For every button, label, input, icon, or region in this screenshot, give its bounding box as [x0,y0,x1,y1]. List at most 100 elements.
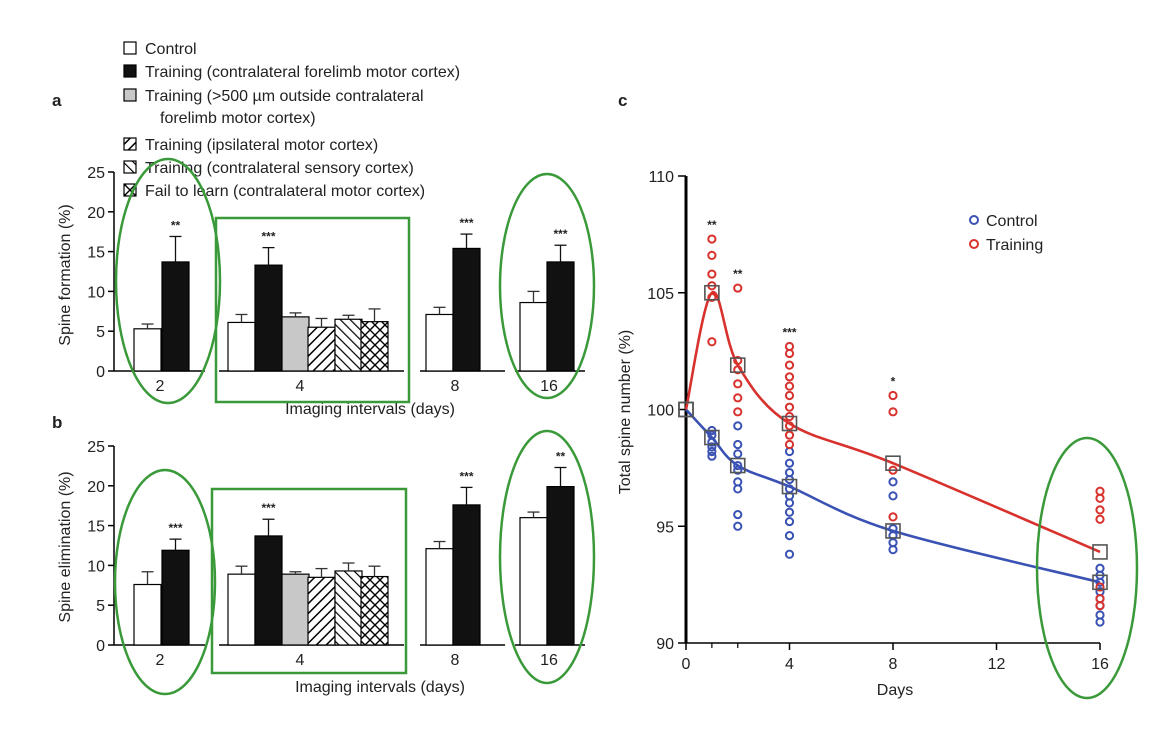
y-tick-label: 90 [656,636,674,653]
bar-ipsi [307,576,336,646]
x-tick-label: 0 [682,656,691,673]
highlight-ellipse-b-day2 [113,468,217,696]
data-point-training [784,439,795,450]
panel-label-b: b [52,413,62,432]
panel-b-xlabel: Imaging intervals (days) [295,679,465,696]
bar-control [227,573,256,646]
legend-swatch-sensory [123,160,137,174]
bar-outside [281,316,310,372]
bar-fail [360,575,389,646]
x-tick-label: 8 [889,656,898,673]
data-point-control [707,442,717,452]
x-tick-label: 2 [156,652,165,669]
data-point-control [784,458,795,468]
data-point-control [1095,617,1105,627]
data-point-training [784,430,795,440]
bar-control [519,301,548,372]
bar-training [546,261,575,372]
data-point-control [733,421,743,431]
mean-marker-control [729,457,746,474]
mean-marker-training [704,284,720,301]
x-tick-label: 4 [785,656,794,673]
legend-label-outside-line2: forelimb motor cortex) [160,110,316,127]
significance-label: *** [459,469,473,483]
bar-sensory [334,318,363,372]
data-point-control [888,491,898,501]
highlight-box-b-day4 [210,487,408,675]
panel-c-xlabel: Days [877,682,913,699]
data-point-training [1095,601,1105,611]
bar-control [425,313,454,372]
data-point-training [888,407,898,417]
data-point-control [784,516,795,527]
data-point-control [784,498,795,508]
highlight-annotations [113,157,1139,700]
bar-training [161,549,190,646]
significance-label: ** [556,449,566,463]
data-point-control [733,439,743,450]
data-point-training [784,372,795,382]
panel-c-ylabel: Total spine number (%) [617,330,634,495]
bar-training [254,264,283,372]
bar-outside [281,573,310,646]
x-tick-label: 16 [540,378,558,395]
data-point-training [784,381,795,391]
legend-label-training: Training (contralateral forelimb motor c… [145,64,460,81]
significance-label: ** [733,267,743,281]
data-point-training [784,390,795,401]
x-tick-label: 16 [1091,656,1109,673]
panel-a-spine-formation: Spine formation (%) Imaging intervals (d… [57,165,585,418]
legend: Control Training (contralateral forelimb … [123,41,460,200]
legend-swatch-outside [123,88,137,102]
bar-training [254,535,283,646]
mean-marker-control [704,429,720,446]
legend-label-ipsi: Training (ipsilateral motor cortex) [145,137,378,154]
legend-swatch-ipsi [123,137,137,151]
y-tick-label: 20 [87,205,105,222]
y-tick-label: 100 [647,403,674,420]
significance-label: *** [459,216,473,230]
data-point-training [1095,493,1105,503]
highlight-ellipse-a-day2 [114,157,222,405]
legend-label-training: Training [986,237,1043,254]
data-point-control [707,446,717,457]
data-point-training [1095,514,1105,524]
y-tick-label: 15 [87,519,105,536]
significance-label: *** [261,501,275,515]
x-tick-label: 12 [988,656,1006,673]
data-point-training [707,337,717,347]
data-point-control [888,545,898,555]
mean-marker-training [885,455,901,472]
data-point-control [733,460,743,471]
highlight-ellipse-a-day16 [498,172,596,400]
data-point-control [888,477,898,487]
significance-label: *** [168,521,182,535]
y-tick-label: 0 [96,364,105,381]
highlight-ellipse-c-day16 [1035,436,1139,700]
x-tick-label: 16 [540,652,558,669]
legend-label-fail: Fail to learn (contralateral motor corte… [145,183,425,200]
data-point-training [888,390,898,401]
significance-label: *** [261,230,275,244]
y-tick-label: 20 [87,479,105,496]
mean-marker-control [781,478,798,495]
mean-marker-training [781,415,798,432]
data-point-control [784,530,795,541]
data-point-control [784,549,795,559]
bar-control [133,328,162,372]
data-point-training [784,402,795,412]
x-tick-label: 8 [451,378,460,395]
data-point-training [784,360,795,370]
panel-c-legend: Control Training [969,213,1043,254]
y-tick-label: 5 [96,598,105,615]
y-tick-label: 25 [87,165,105,182]
y-tick-label: 10 [87,558,105,575]
data-point-control [733,484,743,494]
data-point-training [784,348,795,359]
bar-control [227,321,256,372]
y-tick-label: 10 [87,284,105,301]
y-tick-label: 110 [648,169,674,186]
series-line-control [685,408,1101,584]
data-point-control [784,507,795,517]
